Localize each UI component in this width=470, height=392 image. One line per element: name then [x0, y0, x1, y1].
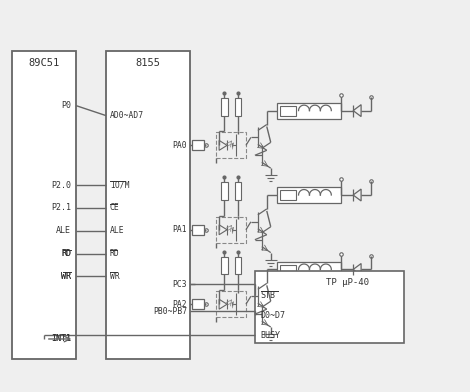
Text: WR: WR [110, 272, 120, 281]
Text: BUSY: BUSY [261, 330, 281, 339]
Bar [235, 98, 242, 116]
Text: RD: RD [61, 249, 71, 258]
Text: RD: RD [61, 249, 71, 258]
Text: PA2: PA2 [172, 300, 188, 309]
Bar [235, 182, 242, 200]
Bar [192, 225, 204, 235]
Bar [277, 261, 341, 278]
Bar [220, 182, 227, 200]
Text: STB: STB [261, 291, 276, 300]
Bar [280, 265, 296, 274]
Bar [277, 187, 341, 203]
Bar [220, 98, 227, 116]
Bar [255, 272, 404, 343]
Text: ALE: ALE [110, 226, 125, 235]
Text: P0: P0 [61, 101, 71, 110]
Bar [216, 217, 246, 243]
Text: D0~D7: D0~D7 [261, 310, 286, 319]
Text: CE: CE [110, 203, 120, 212]
Text: AD0~AD7: AD0~AD7 [110, 111, 144, 120]
Text: PA1: PA1 [172, 225, 188, 234]
Text: P2.0: P2.0 [51, 181, 71, 190]
Bar [280, 106, 296, 116]
Bar [192, 299, 204, 309]
Text: 8155: 8155 [136, 58, 161, 68]
Text: IO/M: IO/M [110, 181, 129, 190]
Text: PC3: PC3 [172, 280, 188, 289]
Bar [12, 51, 76, 359]
Text: WR: WR [61, 272, 71, 281]
Bar [192, 140, 204, 150]
Bar [216, 291, 246, 317]
Text: RD: RD [110, 249, 120, 258]
Text: TP μP-40: TP μP-40 [326, 278, 368, 287]
Text: INT1: INT1 [51, 334, 71, 343]
Bar [220, 257, 227, 274]
Bar [216, 132, 246, 158]
Text: PA0: PA0 [172, 141, 188, 150]
Text: P2.1: P2.1 [51, 203, 71, 212]
Bar [280, 190, 296, 200]
Bar [106, 51, 190, 359]
Text: INT1: INT1 [51, 334, 71, 343]
Text: 89C51: 89C51 [28, 58, 60, 68]
Text: ALE: ALE [56, 226, 71, 235]
Text: WR: WR [61, 272, 71, 281]
Bar [277, 103, 341, 118]
Bar [235, 257, 242, 274]
Text: PB0~PB7: PB0~PB7 [153, 307, 188, 316]
